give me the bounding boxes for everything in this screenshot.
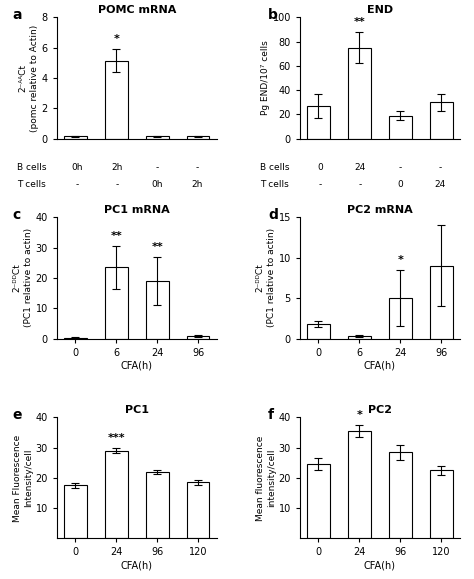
Text: **: ** <box>151 242 163 252</box>
Text: *: * <box>397 255 403 265</box>
Y-axis label: Pg END/10⁷ cells: Pg END/10⁷ cells <box>261 41 270 115</box>
Text: -: - <box>318 179 321 189</box>
Text: 24: 24 <box>354 163 365 172</box>
Y-axis label: Mean Fluorescence
Intensity/cell: Mean Fluorescence Intensity/cell <box>13 434 33 522</box>
Bar <box>389 298 411 339</box>
Text: -: - <box>75 179 79 189</box>
Text: T cells: T cells <box>260 179 289 189</box>
Title: PC2: PC2 <box>368 405 392 415</box>
Text: 2h: 2h <box>111 163 122 172</box>
Bar <box>348 431 371 538</box>
Bar <box>348 336 371 339</box>
Text: e: e <box>12 408 22 422</box>
Text: a: a <box>12 8 22 21</box>
Bar <box>187 136 210 138</box>
Bar <box>389 452 411 538</box>
Text: -: - <box>195 163 199 172</box>
Bar <box>64 136 87 138</box>
Text: f: f <box>268 408 274 422</box>
Text: -: - <box>438 163 441 172</box>
Text: -: - <box>155 163 158 172</box>
Text: *: * <box>356 410 362 420</box>
Y-axis label: Mean fluorescence
intensity/cell: Mean fluorescence intensity/cell <box>256 435 276 521</box>
Bar <box>430 266 453 339</box>
Title: PC2 mRNA: PC2 mRNA <box>347 205 413 215</box>
Bar <box>307 324 330 339</box>
Bar <box>389 116 411 138</box>
Text: d: d <box>268 208 278 222</box>
Bar <box>146 136 169 138</box>
Text: c: c <box>12 208 20 222</box>
X-axis label: CFA(h): CFA(h) <box>364 360 396 371</box>
Text: *: * <box>113 34 119 45</box>
Bar <box>430 102 453 138</box>
Title: PC1: PC1 <box>125 405 149 415</box>
Bar <box>105 61 128 138</box>
Bar <box>64 485 87 538</box>
Bar <box>307 464 330 538</box>
Bar <box>105 450 128 538</box>
Title: END: END <box>367 5 393 15</box>
Y-axis label: 2⁻ᴰᴰCt
(PC1 relative to actin): 2⁻ᴰᴰCt (PC1 relative to actin) <box>12 228 33 328</box>
Text: -: - <box>398 163 401 172</box>
Y-axis label: 2⁻ᴰᴰCt
(PC1 relative to actin): 2⁻ᴰᴰCt (PC1 relative to actin) <box>255 228 276 328</box>
Title: POMC mRNA: POMC mRNA <box>98 5 176 15</box>
Text: ***: *** <box>108 433 125 444</box>
Y-axis label: 2⁻ᴬᴬCt
(pomc relative to Actin): 2⁻ᴬᴬCt (pomc relative to Actin) <box>18 24 39 131</box>
Bar <box>187 336 210 339</box>
Text: 24: 24 <box>434 179 446 189</box>
Text: 0h: 0h <box>151 179 163 189</box>
Text: 2h: 2h <box>191 179 202 189</box>
Text: -: - <box>115 179 118 189</box>
Text: -: - <box>358 179 362 189</box>
Text: B cells: B cells <box>260 163 290 172</box>
Bar <box>430 470 453 538</box>
Text: 0: 0 <box>317 163 323 172</box>
X-axis label: CFA(h): CFA(h) <box>121 560 153 570</box>
Bar <box>187 482 210 538</box>
Text: **: ** <box>110 231 122 241</box>
Text: T cells: T cells <box>17 179 46 189</box>
Bar <box>64 338 87 339</box>
Text: b: b <box>268 8 278 21</box>
Bar <box>348 47 371 138</box>
X-axis label: CFA(h): CFA(h) <box>364 560 396 570</box>
X-axis label: CFA(h): CFA(h) <box>121 360 153 371</box>
Text: 0h: 0h <box>71 163 82 172</box>
Bar <box>146 281 169 339</box>
Bar <box>105 267 128 339</box>
Text: **: ** <box>354 17 365 27</box>
Bar <box>307 106 330 138</box>
Text: B cells: B cells <box>17 163 46 172</box>
Bar <box>146 472 169 538</box>
Title: PC1 mRNA: PC1 mRNA <box>104 205 170 215</box>
Text: 0: 0 <box>397 179 403 189</box>
